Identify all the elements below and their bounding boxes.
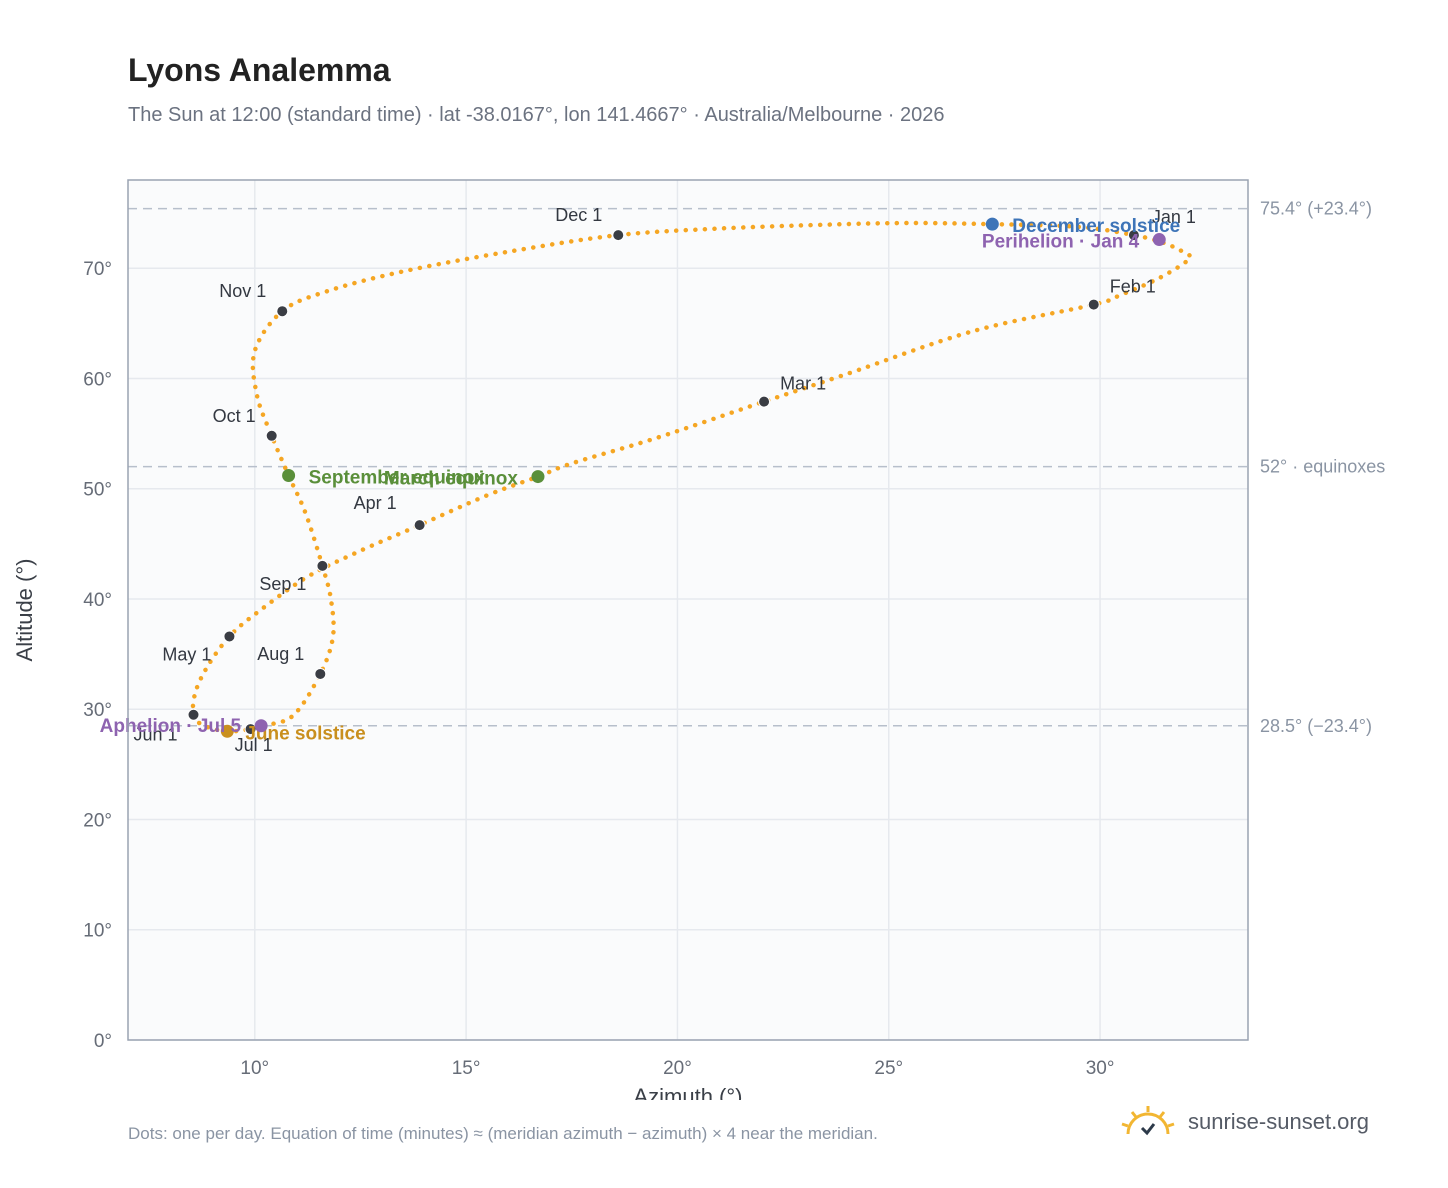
plot-background <box>128 180 1248 1040</box>
reference-line-label: 28.5° (−23.4°) <box>1260 716 1372 736</box>
month-label: Apr 1 <box>354 493 397 513</box>
month-label: Jun 1 <box>133 725 177 745</box>
y-tick-label: 30° <box>83 700 112 721</box>
y-tick-label: 50° <box>83 480 112 501</box>
event-label: Perihelion · Jan 4 <box>982 232 1140 253</box>
month-marker <box>612 229 625 242</box>
month-marker <box>223 630 236 643</box>
month-label: Oct 1 <box>213 406 256 426</box>
month-label: Jan 1 <box>1152 207 1196 227</box>
reference-line-label: 52° · equinoxes <box>1260 457 1385 477</box>
event-label: December solstice <box>1012 216 1180 237</box>
month-marker <box>316 559 329 572</box>
month-label: Mar 1 <box>780 374 826 394</box>
event-marker <box>1152 233 1166 247</box>
month-label: Nov 1 <box>219 281 266 301</box>
chart-title: Lyons Analemma <box>128 52 391 88</box>
y-tick-label: 10° <box>83 921 112 942</box>
month-label: Jul 1 <box>235 735 273 755</box>
y-tick-label: 40° <box>83 590 112 611</box>
event-marker <box>985 217 999 231</box>
month-label: May 1 <box>162 644 211 664</box>
event-marker <box>220 724 234 738</box>
event-marker <box>254 719 268 733</box>
x-tick-label: 25° <box>874 1058 903 1079</box>
event-label: June solstice <box>245 723 365 744</box>
y-tick-label: 60° <box>83 369 112 390</box>
event-marker <box>531 470 545 484</box>
month-label: Aug 1 <box>257 644 304 664</box>
month-label: Sep 1 <box>259 574 306 594</box>
plot-frame <box>127 179 1249 1041</box>
month-marker <box>1127 229 1140 242</box>
brand[interactable]: sunrise-sunset.org <box>1120 1104 1369 1140</box>
month-marker <box>276 305 289 318</box>
axis-ticks: 10° 15° 20° 25° 30° 0° 10° 20° 30° 40° 50° 60° 70° <box>83 259 1114 1079</box>
month-marker <box>265 429 278 442</box>
footnote: Dots: one per day. Equation of time (min… <box>128 1124 878 1143</box>
sun-logo-icon <box>1121 1106 1175 1136</box>
month-marker <box>758 395 771 408</box>
analemma-chart: 75.4° (+23.4°) 52° · equinoxes 28.5° (−23.… <box>12 179 1385 1100</box>
brand-name: sunrise-sunset.org <box>1188 1109 1369 1134</box>
month-marker <box>1087 298 1100 311</box>
reference-line-label: 75.4° (+23.4°) <box>1260 199 1372 219</box>
y-tick-label: 20° <box>83 810 112 831</box>
reference-lines: 75.4° (+23.4°) 52° · equinoxes 28.5° (−23.… <box>128 199 1385 736</box>
x-tick-label: 10° <box>240 1058 269 1079</box>
chart-subtitle: The Sun at 12:00 (standard time) · lat -… <box>128 104 945 126</box>
y-axis-label: Altitude (°) <box>12 559 37 662</box>
y-tick-label: 70° <box>83 259 112 280</box>
event-label: Aphelion · Jul 5 <box>100 716 242 737</box>
month-marker <box>413 519 426 532</box>
x-tick-label: 20° <box>663 1058 692 1079</box>
x-axis-label: Azimuth (°) <box>633 1084 742 1100</box>
month-label: Feb 1 <box>1110 277 1156 297</box>
y-tick-label: 0° <box>94 1031 112 1052</box>
x-tick-label: 30° <box>1086 1058 1115 1079</box>
event-label: March equinox <box>384 469 519 490</box>
month-markers: Jan 1 Feb 1 Mar 1 Apr 1 May 1 Jun 1 Jul 1 Aug 1… <box>133 205 1195 755</box>
month-marker <box>314 667 327 680</box>
month-marker <box>187 708 200 721</box>
event-marker <box>282 468 296 482</box>
x-tick-label: 15° <box>452 1058 481 1079</box>
event-label: September equinox <box>309 467 486 488</box>
month-label: Dec 1 <box>555 205 602 225</box>
